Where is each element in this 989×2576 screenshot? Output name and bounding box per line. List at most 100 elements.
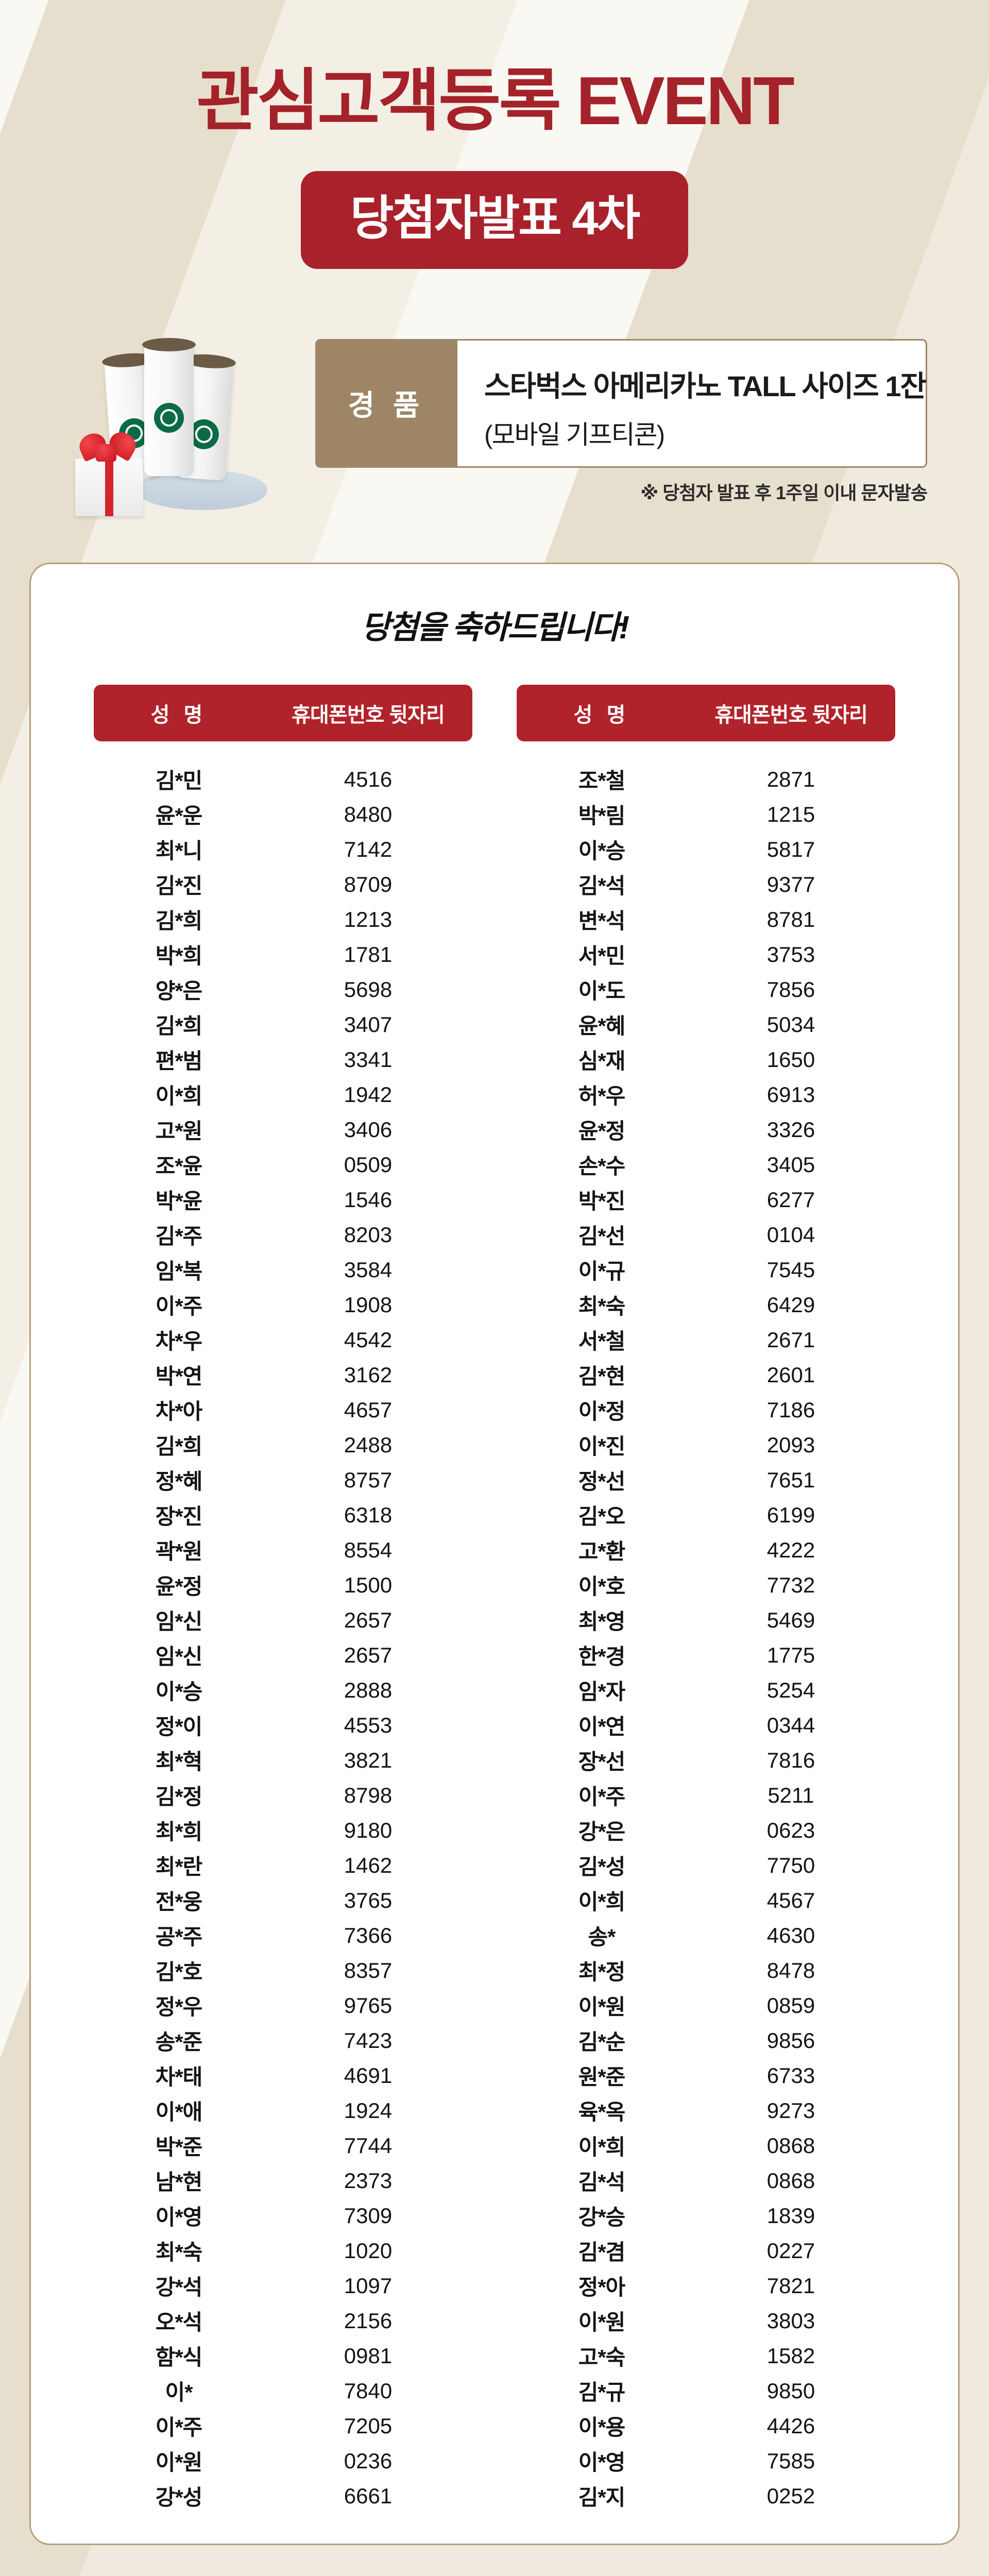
winner-phone-last4: 3803	[766, 2308, 815, 2333]
winner-phone-last4: 5211	[768, 1783, 814, 1807]
winner-name: 김*석	[578, 874, 626, 899]
winner-phone-last4: 0227	[766, 2238, 815, 2263]
table-row: 정*우 9765	[94, 1988, 472, 2023]
winner-phone-last4: 8554	[344, 1537, 393, 1562]
winner-name: 최*희	[155, 1820, 203, 1844]
table-row: 고*숙 1582	[517, 2338, 895, 2374]
table-row: 박*진 6277	[517, 1182, 895, 1217]
winner-phone-last4: 2888	[344, 1677, 393, 1702]
winner-phone-last4: 7840	[344, 2378, 393, 2403]
winner-name: 최*란	[155, 1855, 203, 1879]
winner-phone-last4: 8709	[344, 872, 393, 896]
table-row: 전*웅 3765	[94, 1883, 472, 1918]
table-row: 장*진 6318	[94, 1498, 472, 1533]
table-row: 박*윤 1546	[94, 1182, 472, 1217]
table-row: 차*아 4657	[94, 1393, 472, 1428]
winner-phone-last4: 1924	[344, 2098, 393, 2123]
winner-name: 최*니	[155, 839, 203, 863]
winner-name: 임*자	[578, 1680, 626, 1704]
table-row: 송* 4630	[517, 1918, 895, 1953]
table-row: 김*희 1213	[94, 902, 472, 937]
table-row: 임*신 2657	[94, 1638, 472, 1673]
table-row: 이*용 4426	[517, 2409, 895, 2444]
winner-phone-last4: 3407	[344, 1012, 393, 1037]
winner-phone-last4: 6661	[344, 2483, 393, 2508]
winner-name: 강*성	[155, 2485, 203, 2510]
winner-name: 윤*혜	[578, 1014, 626, 1039]
table-row: 최*숙 1020	[94, 2233, 472, 2268]
table-row: 최*정 8478	[517, 1953, 895, 1988]
winner-name: 정*우	[155, 1995, 203, 2020]
winner-phone-last4: 3405	[766, 1152, 815, 1177]
winner-phone-last4: 7142	[344, 837, 393, 861]
winner-phone-last4: 7585	[766, 2448, 815, 2473]
winner-phone-last4: 3753	[766, 942, 815, 967]
table-row: 김*희 2488	[94, 1428, 472, 1463]
winner-phone-last4: 9377	[766, 872, 815, 896]
announcement-badge: 당첨자발표 4차	[300, 171, 689, 269]
table-row: 김*현 2601	[517, 1358, 895, 1393]
winner-name: 김*순	[578, 2030, 626, 2055]
winner-name: 이*진	[578, 1434, 626, 1459]
column-header-name: 성 명	[150, 703, 207, 726]
prize-illustration	[72, 274, 288, 516]
winner-name: 차*우	[155, 1329, 203, 1354]
winner-name: 박*희	[155, 944, 203, 969]
winner-name: 조*윤	[155, 1154, 203, 1179]
winner-name: 최*혁	[155, 1750, 203, 1774]
winner-name: 김*지	[578, 2485, 626, 2510]
prize-section: 경 품 스타벅스 아메리카노 TALL 사이즈 1잔 (모바일 기프티콘) ※ …	[0, 326, 989, 516]
winner-phone-last4: 9273	[766, 2098, 815, 2123]
table-row: 윤*정 1500	[94, 1568, 472, 1603]
table-row: 조*철 2871	[517, 762, 895, 797]
winner-phone-last4: 7750	[766, 1853, 815, 1877]
table-row: 임*복 3584	[94, 1252, 472, 1287]
winner-name: 정*아	[578, 2275, 626, 2300]
table-row: 윤*혜 5034	[517, 1007, 895, 1042]
winner-name: 오*석	[155, 2310, 203, 2335]
table-row: 허*우 6913	[517, 1077, 895, 1112]
table-row: 이*원 0859	[517, 1988, 895, 2023]
winner-name: 장*진	[155, 1504, 203, 1529]
table-row: 박*희 1781	[94, 937, 472, 972]
table-row: 최*란 1462	[94, 1848, 472, 1883]
winner-name: 윤*정	[578, 1119, 626, 1144]
table-row: 김*겸 0227	[517, 2233, 895, 2268]
table-row: 임*자 5254	[517, 1673, 895, 1708]
winner-phone-last4: 9856	[766, 2028, 815, 2053]
prize-value: 스타벅스 아메리카노 TALL 사이즈 1잔 (모바일 기프티콘)	[457, 338, 927, 468]
table-row: 김*정 8798	[94, 1778, 472, 1813]
winner-name: 한*경	[578, 1645, 626, 1669]
winner-phone-last4: 0344	[766, 1713, 815, 1737]
table-row: 이*규 7545	[517, 1252, 895, 1287]
winner-phone-last4: 1546	[344, 1187, 393, 1212]
table-row: 이*영 7585	[517, 2444, 895, 2479]
winner-phone-last4: 0252	[766, 2483, 815, 2508]
table-header-left: 성 명 휴대폰번호 뒷자리	[94, 684, 472, 741]
winner-name: 고*원	[155, 1119, 203, 1144]
winners-column-right: 조*철 2871 박*림 1215 이*승 5817 김*석 9377 변*석 8781 서*민 37…	[517, 762, 895, 2514]
winner-name: 함*식	[155, 2345, 203, 2370]
winner-phone-last4: 7856	[766, 977, 815, 1002]
table-row: 정*선 7651	[517, 1463, 895, 1498]
table-row: 이*진 2093	[517, 1428, 895, 1463]
table-row: 이* 7840	[94, 2374, 472, 2409]
winner-name: 이*영	[578, 2450, 626, 2475]
winner-phone-last4: 0623	[766, 1818, 815, 1842]
winner-name: 이*도	[578, 979, 626, 1004]
winner-phone-last4: 8478	[766, 1958, 815, 1982]
table-row: 공*주 7366	[94, 1918, 472, 1953]
table-row: 정*이 4553	[94, 1708, 472, 1743]
winner-name: 김*석	[578, 2170, 626, 2195]
table-row: 김*규 9850	[517, 2374, 895, 2409]
table-row: 장*선 7816	[517, 1743, 895, 1778]
table-header-right: 성 명 휴대폰번호 뒷자리	[517, 684, 895, 741]
winner-name: 윤*운	[155, 804, 203, 828]
page-header: 관심고객등록 EVENT 당첨자발표 4차	[0, 0, 989, 269]
winner-name: 이*희	[155, 1084, 203, 1109]
winner-phone-last4: 2601	[766, 1362, 815, 1387]
table-row: 변*석 8781	[517, 902, 895, 937]
winner-phone-last4: 7423	[344, 2028, 393, 2053]
winner-phone-last4: 6429	[766, 1292, 815, 1317]
winners-table-body: 김*민 4516 윤*운 8480 최*니 7142 김*진 8709 김*희 1213 박*희 17…	[31, 762, 958, 2514]
